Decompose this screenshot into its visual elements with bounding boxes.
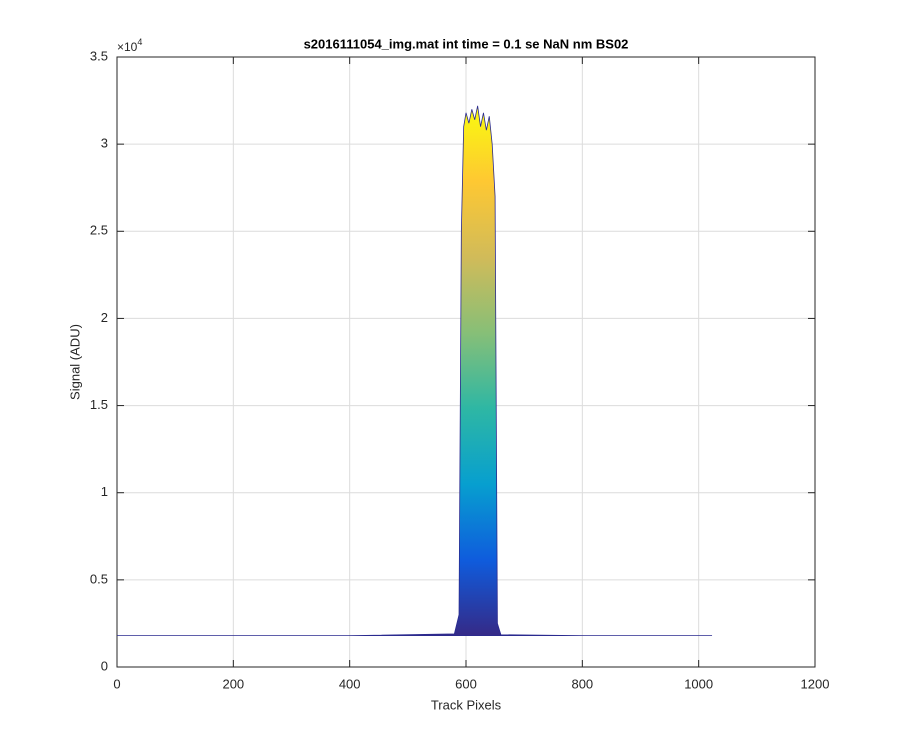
x-tick-label: 400 [339, 676, 361, 691]
x-tick-label: 1200 [801, 676, 830, 691]
x-tick-label: 800 [571, 676, 593, 691]
y-tick-label: 0.5 [90, 571, 108, 586]
y-tick-label: 3.5 [90, 48, 108, 63]
y-tick-label: 2.5 [90, 223, 108, 238]
multiplier-power: 4 [137, 37, 142, 47]
x-tick-label: 0 [113, 676, 120, 691]
plot-frame [116, 56, 816, 668]
chart-title: s2016111054_img.mat int time = 0.1 se Na… [304, 36, 629, 51]
y-tick-label: 2 [101, 310, 108, 325]
y-multiplier: ×104 [117, 37, 142, 54]
x-tick-label: 1000 [684, 676, 713, 691]
y-axis-label: Signal (ADU) [67, 324, 82, 400]
signal-area [117, 105, 713, 637]
y-tick-label: 1 [101, 484, 108, 499]
y-tick-label: 1.5 [90, 397, 108, 412]
y-tick-label: 3 [101, 136, 108, 151]
multiplier-base: ×10 [117, 40, 138, 54]
x-axis-label: Track Pixels [431, 697, 502, 712]
y-tick-label: 0 [101, 658, 108, 673]
x-tick-label: 600 [455, 676, 477, 691]
x-tick-label: 200 [222, 676, 244, 691]
